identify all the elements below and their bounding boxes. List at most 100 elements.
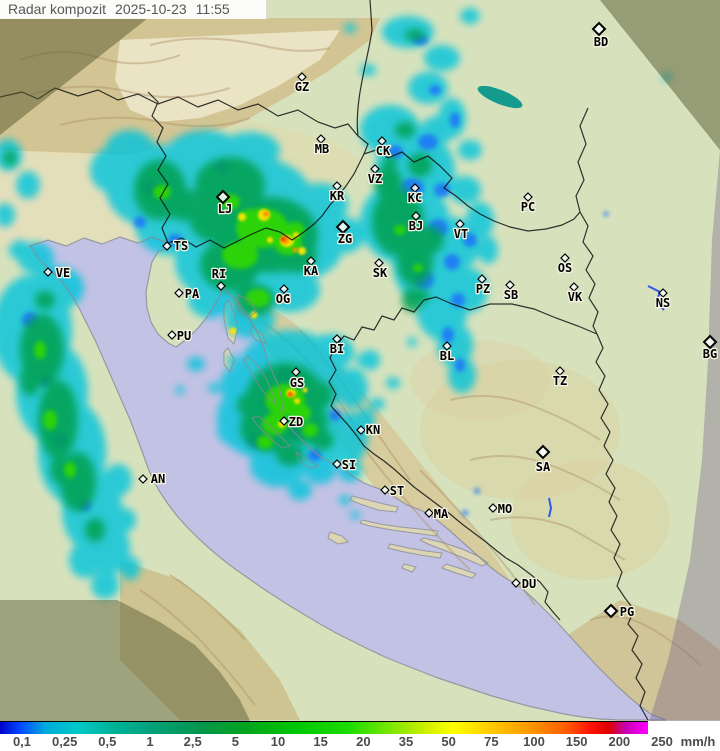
legend-tick-7: 15 (313, 734, 328, 749)
legend-tick-4: 2,5 (183, 734, 202, 749)
station-label-AN: AN (151, 472, 165, 486)
station-label-VZ: VZ (368, 172, 382, 186)
station-label-RI: RI (212, 267, 226, 281)
station-label-VE: VE (56, 266, 70, 280)
country-borders (0, 0, 649, 721)
station-label-ST: ST (390, 484, 404, 498)
rain-bright-green (34, 185, 423, 478)
legend-tick-2: 0,5 (98, 734, 117, 749)
legend-tick-12: 100 (523, 734, 545, 749)
legend-unit: mm/h (680, 734, 716, 749)
station-marker-VE (43, 267, 53, 277)
station-marker-NS (658, 288, 668, 298)
stations-layer: GZ BD MB CK VZ KR KC LJ PC BJ ZG VT TS VE OS RI KA SK PZ SB… (43, 21, 719, 620)
station-marker-ZD (279, 416, 289, 426)
time-label: 11:55 (195, 1, 230, 17)
station-label-SK: SK (373, 266, 388, 280)
legend-tick-labels: 0,1 0,25 0,5 1 2,5 5 10 15 20 35 50 75 100 150 200 250 m… (0, 734, 720, 751)
station-marker-RI (216, 281, 226, 291)
station-label-PZ: PZ (476, 282, 490, 296)
station-label-KR: KR (330, 189, 345, 203)
date-label: 2025-10-23 (115, 1, 187, 17)
station-marker-SI (332, 459, 342, 469)
coverage-edge-top-left (0, 18, 148, 135)
precipitation-layer (0, 8, 672, 599)
station-label-PU: PU (177, 329, 191, 343)
station-label-BL: BL (440, 349, 454, 363)
coverage-edge-bottom-left (0, 600, 251, 721)
legend-tick-10: 50 (441, 734, 456, 749)
station-label-DU: DU (522, 577, 536, 591)
station-marker-KA (306, 256, 316, 266)
station-marker-KC (410, 183, 420, 193)
station-label-PG: PG (620, 605, 634, 619)
station-marker-AN (138, 474, 148, 484)
legend-color-bar (0, 721, 648, 734)
station-marker-PG (603, 603, 619, 619)
station-label-KN: KN (366, 423, 380, 437)
station-marker-PU (167, 330, 177, 340)
legend-tick-3: 1 (146, 734, 154, 749)
station-marker-MA (424, 508, 434, 518)
station-marker-VZ (370, 164, 380, 174)
station-marker-GS (291, 367, 301, 377)
station-marker-KN (356, 425, 366, 435)
station-marker-ST (380, 485, 390, 495)
station-marker-VT (455, 219, 465, 229)
station-marker-DU (511, 578, 521, 588)
legend-tick-15: 250 (651, 734, 673, 749)
station-label-NS: NS (656, 296, 670, 310)
station-label-MO: MO (498, 502, 512, 516)
station-marker-BJ (411, 211, 421, 221)
legend-tick-13: 150 (565, 734, 588, 749)
station-marker-BL (442, 341, 452, 351)
apennines-region (120, 560, 300, 720)
station-marker-SK (374, 258, 384, 268)
station-label-PA: PA (185, 287, 200, 301)
rivers (548, 285, 665, 518)
coverage-edge-top-right (600, 0, 720, 150)
station-label-KC: KC (408, 191, 422, 205)
station-label-MB: MB (315, 142, 329, 156)
station-marker-BG (702, 334, 718, 350)
title-bar: Radar kompozit 2025-10-23 11:55 (0, 0, 267, 19)
station-label-OG: OG (276, 292, 290, 306)
station-marker-TS (162, 241, 172, 251)
station-marker-PZ (477, 274, 487, 284)
station-marker-BD (591, 21, 607, 37)
product-name: Radar kompozit (8, 1, 107, 17)
station-marker-OG (279, 284, 289, 294)
bosnia-mountains-3 (410, 340, 550, 420)
station-marker-TZ (555, 366, 565, 376)
station-label-GS: GS (290, 376, 304, 390)
station-marker-BI (332, 334, 342, 344)
legend-tick-5: 5 (231, 734, 239, 749)
station-label-VK: VK (568, 290, 583, 304)
bosnia-mountains-2 (510, 460, 670, 580)
legend-tick-0: 0,1 (12, 734, 32, 749)
station-label-VT: VT (454, 227, 468, 241)
station-label-MA: MA (434, 507, 449, 521)
station-label-OS: OS (558, 261, 572, 275)
station-label-PC: PC (521, 200, 535, 214)
radar-map: GZ BD MB CK VZ KR KC LJ PC BJ ZG VT TS VE OS RI KA SK PZ SB… (0, 0, 720, 721)
legend-tick-11: 75 (484, 734, 499, 749)
radar-coverage-overlays (0, 0, 720, 721)
rain-red (281, 237, 292, 396)
station-label-ZD: ZD (289, 415, 303, 429)
station-label-BG: BG (703, 347, 717, 361)
coverage-edge-right (649, 150, 720, 721)
station-marker-PC (523, 192, 533, 202)
station-label-GZ: GZ (295, 80, 309, 94)
station-marker-MO (488, 503, 498, 513)
station-label-BJ: BJ (409, 219, 423, 233)
station-marker-GZ (297, 72, 307, 82)
station-label-SI: SI (342, 458, 356, 472)
station-marker-SB (505, 280, 515, 290)
station-marker-VK (569, 282, 579, 292)
station-label-BD: BD (594, 35, 608, 49)
station-marker-OS (560, 253, 570, 263)
intensity-legend: 0,1 0,25 0,5 1 2,5 5 10 15 20 35 50 75 100 150 200 250 m… (0, 721, 720, 751)
station-label-ZG: ZG (338, 232, 352, 246)
